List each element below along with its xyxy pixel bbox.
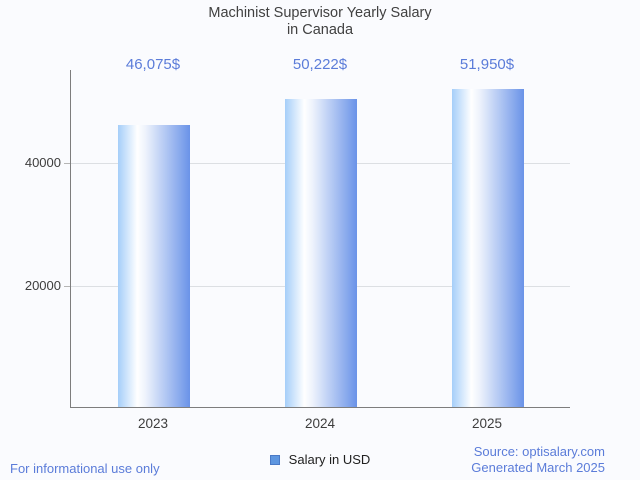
chart-title-line2: in Canada xyxy=(286,22,354,38)
disclaimer-text: For informational use only xyxy=(10,461,160,476)
chart-title-line1: Machinist Supervisor Yearly Salary xyxy=(208,5,432,21)
source-link[interactable]: Source: optisalary.com xyxy=(473,444,605,459)
y-tick-mark xyxy=(64,286,70,287)
bar-2024[interactable] xyxy=(285,99,357,407)
generated-date: Generated March 2025 xyxy=(471,460,605,475)
chart-title: Machinist Supervisor Yearly Salary in Ca… xyxy=(0,5,640,39)
x-tick-label-2025: 2025 xyxy=(471,416,503,431)
legend-label: Salary in USD xyxy=(288,452,371,467)
y-tick-mark xyxy=(64,163,70,164)
plot-area xyxy=(70,70,570,408)
legend-swatch-icon xyxy=(269,454,280,465)
legend[interactable]: Salary in USD xyxy=(0,452,640,467)
bar-value-label-2024: 50,222$ xyxy=(292,56,348,73)
bar-value-label-2023: 46,075$ xyxy=(125,56,181,73)
bar-2023[interactable] xyxy=(118,125,190,407)
y-tick-label: 20000 xyxy=(24,278,61,293)
bar-value-label-2025: 51,950$ xyxy=(459,56,515,73)
source-credit: Source: optisalary.com Generated March 2… xyxy=(471,444,605,476)
x-tick-label-2024: 2024 xyxy=(304,416,336,431)
bar-2025[interactable] xyxy=(452,89,524,407)
x-tick-label-2023: 2023 xyxy=(137,416,169,431)
y-tick-label: 40000 xyxy=(24,155,61,170)
